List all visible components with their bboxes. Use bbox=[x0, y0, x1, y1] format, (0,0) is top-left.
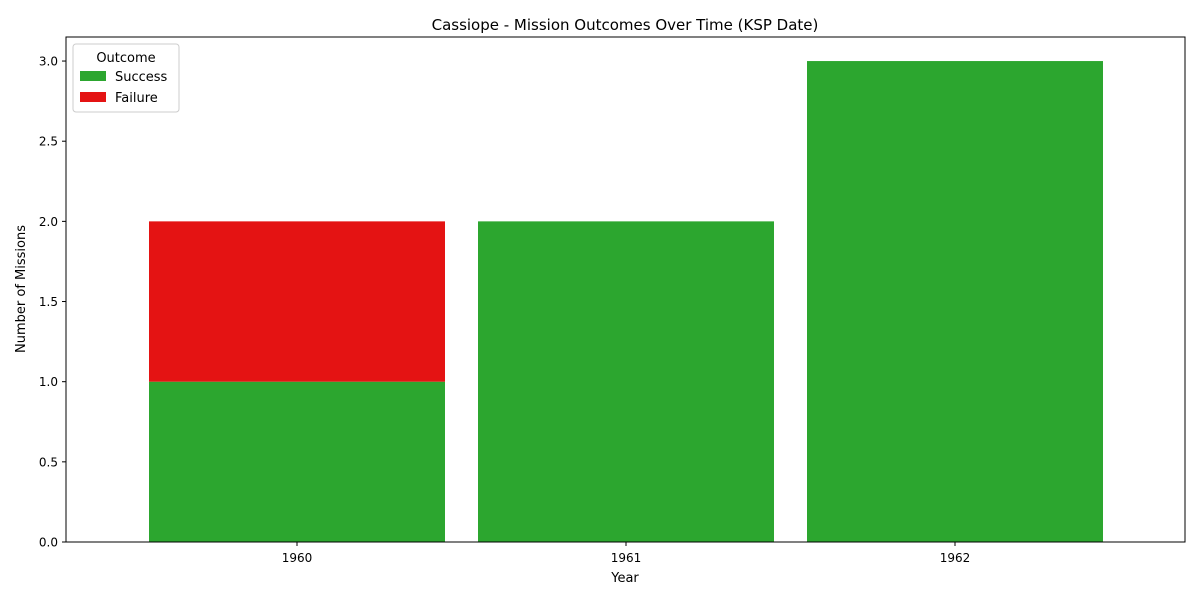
x-tick-label: 1960 bbox=[282, 551, 313, 565]
plot-frame bbox=[65, 36, 1186, 543]
y-tick-label: 1.0 bbox=[39, 375, 58, 389]
x-tick-label: 1961 bbox=[611, 551, 642, 565]
bar-success-1961 bbox=[478, 221, 774, 542]
y-axis-label: Number of Missions bbox=[14, 225, 29, 353]
y-tick-label: 1.5 bbox=[39, 295, 58, 309]
legend-label-failure: Failure bbox=[115, 91, 158, 106]
bar-success-1960 bbox=[149, 381, 445, 542]
y-tick-label: 3.0 bbox=[39, 55, 58, 69]
chart-title: Cassiope - Mission Outcomes Over Time (K… bbox=[432, 16, 819, 34]
x-axis-ticks: 1960 1961 1962 bbox=[282, 542, 971, 565]
legend-swatch-failure bbox=[80, 92, 106, 102]
y-axis-ticks: 0.0 0.5 1.0 1.5 2.0 2.5 3.0 bbox=[39, 55, 66, 550]
bars bbox=[149, 61, 1103, 543]
y-tick-label: 2.5 bbox=[39, 135, 58, 149]
y-tick-label: 0.5 bbox=[39, 455, 58, 469]
legend-label-success: Success bbox=[115, 70, 168, 85]
x-axis-label: Year bbox=[610, 571, 639, 586]
legend-title: Outcome bbox=[96, 51, 155, 66]
bar-failure-1960 bbox=[149, 221, 445, 382]
x-tick-label: 1962 bbox=[940, 551, 971, 565]
legend: Outcome Success Failure bbox=[72, 43, 180, 113]
y-tick-label: 2.0 bbox=[39, 215, 58, 229]
bar-success-1962 bbox=[807, 61, 1103, 543]
y-tick-label: 0.0 bbox=[39, 536, 58, 550]
legend-swatch-success bbox=[80, 71, 106, 81]
